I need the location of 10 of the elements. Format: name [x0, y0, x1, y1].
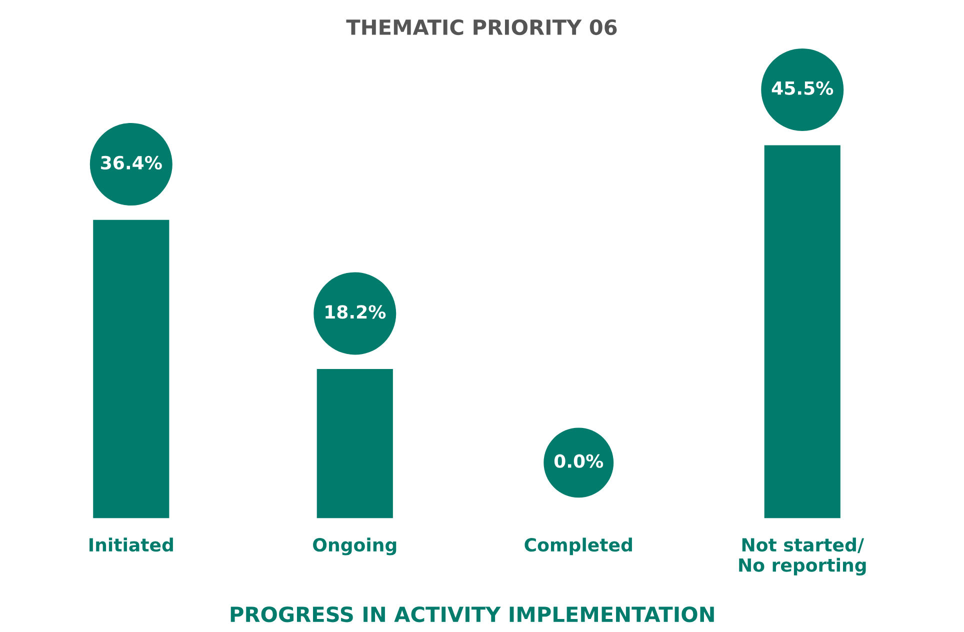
data-label: 0.0%	[554, 454, 604, 468]
x-axis-title: PROGRESS IN ACTIVITY IMPLEMENTATION	[230, 606, 714, 622]
data-label: 45.5%	[772, 81, 834, 95]
x-tick-label: Completed	[524, 538, 632, 556]
data-label: 18.2%	[326, 305, 386, 319]
data-label: 36.4%	[101, 156, 162, 170]
x-tick-label: Not started/ No reporting	[739, 538, 866, 576]
x-tick-label: Initiated	[90, 538, 173, 552]
x-tick-label: Ongoing	[313, 538, 396, 556]
chart-title: THEMATIC PRIORITY 06	[346, 19, 617, 36]
